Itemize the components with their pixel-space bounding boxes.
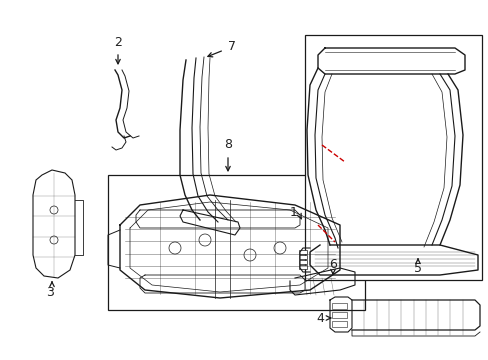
Text: 6: 6 <box>328 257 336 270</box>
Text: 3: 3 <box>46 285 54 298</box>
Text: 4: 4 <box>315 311 324 324</box>
Bar <box>331 312 346 318</box>
Text: 1: 1 <box>289 207 297 220</box>
Bar <box>298 265 306 269</box>
Bar <box>331 303 346 309</box>
Text: 5: 5 <box>413 261 421 274</box>
Text: 8: 8 <box>224 139 231 152</box>
Text: 2: 2 <box>114 36 122 49</box>
Text: 7: 7 <box>227 40 236 53</box>
Bar <box>331 321 346 327</box>
Bar <box>298 250 306 254</box>
Bar <box>298 260 306 264</box>
Bar <box>298 255 306 259</box>
Bar <box>108 175 364 310</box>
Bar <box>305 35 481 280</box>
